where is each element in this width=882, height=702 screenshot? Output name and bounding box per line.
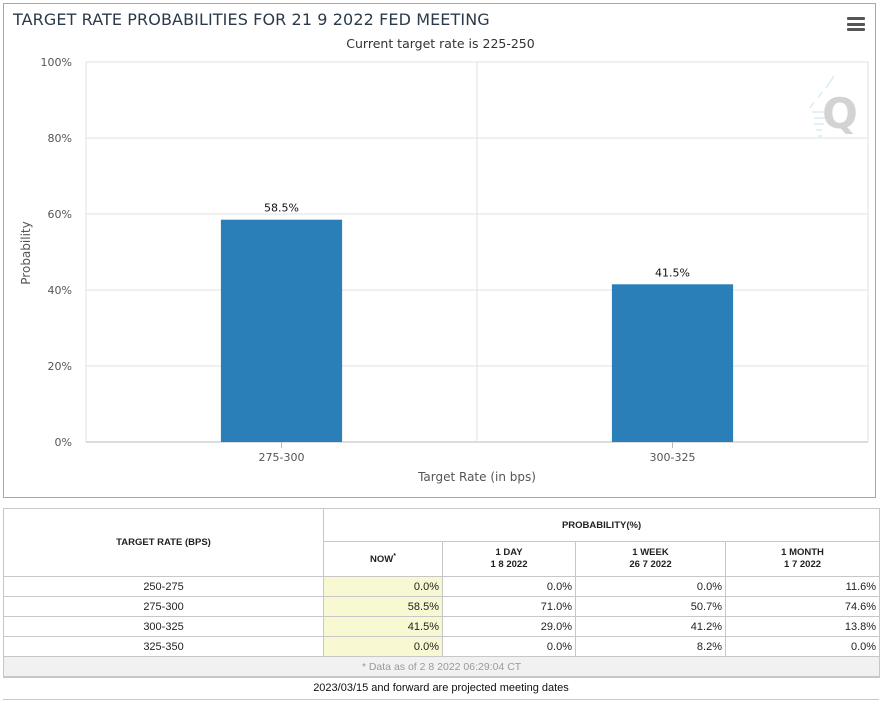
day-cell: 0.0%	[442, 636, 576, 657]
hamburger-menu-icon[interactable]	[847, 17, 865, 31]
day-cell: 71.0%	[442, 596, 576, 617]
table-row: 325-350 0.0% 0.0% 8.2% 0.0%	[3, 636, 881, 657]
month-cell: 13.8%	[724, 616, 881, 637]
y-tick-label: 100%	[41, 56, 72, 69]
week-cell: 41.2%	[575, 616, 726, 637]
bar-data-label: 58.5%	[264, 202, 299, 215]
week-cell: 8.2%	[575, 636, 726, 657]
month-cell: 11.6%	[724, 576, 881, 597]
bar-data-label: 41.5%	[655, 266, 690, 279]
month-cell: 0.0%	[724, 636, 881, 657]
rate-cell: 275-300	[3, 596, 324, 617]
one-day-header: 1 DAY 1 8 2022	[442, 541, 576, 577]
projected-dates-footer: 2023/03/15 and forward are projected mee…	[3, 676, 879, 700]
now-cell: 58.5%	[323, 596, 443, 617]
cme-q-logo-icon: Q	[809, 75, 858, 138]
y-tick-label: 20%	[48, 360, 72, 373]
probability-header: PROBABILITY(%)	[322, 508, 881, 542]
target-rate-header: TARGET RATE (BPS)	[3, 508, 324, 577]
y-tick-label: 40%	[48, 284, 72, 297]
rate-cell: 325-350	[3, 636, 324, 657]
bar-300-325[interactable]	[611, 284, 734, 442]
svg-text:Q: Q	[822, 89, 858, 138]
x-tick-label: 300-325	[650, 451, 696, 464]
data-timestamp-note: * Data as of 2 8 2022 06:29:04 CT	[2, 656, 881, 678]
x-tick-label: 275-300	[259, 451, 305, 464]
now-cell: 0.0%	[323, 576, 443, 597]
rate-cell: 250-275	[3, 576, 324, 597]
one-month-header: 1 MONTH 1 7 2022	[724, 541, 881, 577]
table-row: 250-275 0.0% 0.0% 0.0% 11.6%	[3, 576, 881, 597]
day-cell: 0.0%	[442, 576, 576, 597]
rate-cell: 300-325	[3, 616, 324, 637]
bar-275-300[interactable]	[220, 219, 343, 442]
table-row: 300-325 41.5% 29.0% 41.2% 13.8%	[3, 616, 881, 637]
chart-subtitle: Current target rate is 225-250	[346, 36, 535, 51]
y-axis-title: Probability	[19, 221, 33, 284]
chart-title: TARGET RATE PROBABILITIES FOR 21 9 2022 …	[13, 10, 490, 29]
y-tick-label: 60%	[48, 208, 72, 221]
bar-chart: 0% 20% 40% 60% 80% 100% 58.5% 275-300 41.5% 300-3…	[19, 56, 869, 484]
probability-table: TARGET RATE (BPS) PROBABILITY(%) NOW* 1 …	[2, 508, 881, 678]
one-week-header: 1 WEEK 26 7 2022	[575, 541, 726, 577]
month-cell: 74.6%	[724, 596, 881, 617]
y-tick-label: 0%	[55, 436, 72, 449]
week-cell: 0.0%	[575, 576, 726, 597]
chart-panel: 0% 20% 40% 60% 80% 100% 58.5% 275-300 41.5% 300-3…	[3, 3, 876, 498]
now-cell: 0.0%	[323, 636, 443, 657]
week-cell: 50.7%	[575, 596, 726, 617]
y-tick-label: 80%	[48, 132, 72, 145]
now-cell: 41.5%	[323, 616, 443, 637]
now-header: NOW*	[323, 541, 443, 577]
table-row: 275-300 58.5% 71.0% 50.7% 74.6%	[3, 596, 881, 617]
day-cell: 29.0%	[442, 616, 576, 637]
x-axis-title: Target Rate (in bps)	[417, 470, 536, 484]
